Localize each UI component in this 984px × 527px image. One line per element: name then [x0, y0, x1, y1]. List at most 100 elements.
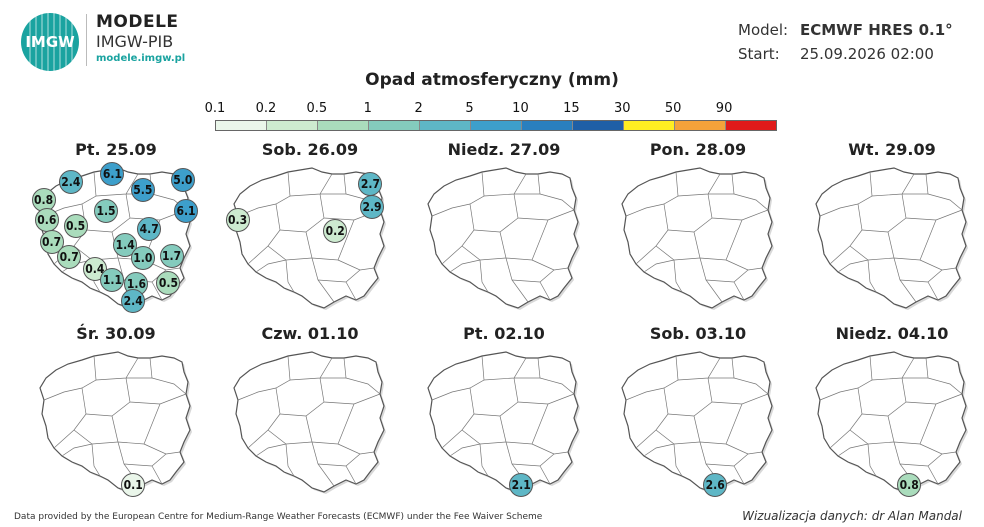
legend-swatch — [317, 121, 368, 130]
voivodeship-border — [151, 281, 163, 301]
country-border — [815, 167, 967, 309]
voivodeship-border — [539, 465, 551, 485]
legend-swatch — [623, 121, 674, 130]
country-border — [427, 167, 579, 309]
voivodeship-border — [449, 443, 481, 457]
forecast-day-panel: Pt. 25.09 0.8 2.4 6.1 5.0 5.5 6.1 1.5 0.6 0.5 4.7 0… — [20, 140, 212, 328]
forecast-day-title: Niedz. 04.10 — [835, 324, 949, 343]
poland-map — [427, 167, 580, 310]
voivodeship-border — [151, 465, 163, 485]
forecast-day-panel: Niedz. 04.10 0.8 — [796, 324, 984, 512]
precipitation-value: 0.6 — [34, 208, 59, 233]
visualization-credit: Wizualizacja danych: dr Alan Mandal — [742, 509, 962, 523]
forecast-day-panel: Czw. 01.10 — [214, 324, 406, 512]
voivodeship-border — [733, 377, 769, 395]
poland-map — [815, 351, 968, 494]
voivodeship-border — [255, 259, 287, 273]
precipitation-value: 0.5 — [156, 270, 181, 295]
voivodeship-border — [247, 387, 281, 449]
forecast-day-title: Czw. 01.10 — [261, 324, 359, 343]
country-border — [621, 167, 773, 309]
country-border — [427, 351, 579, 493]
voivodeship-border — [733, 281, 745, 301]
voivodeship-border — [441, 387, 475, 449]
voivodeship-border — [255, 443, 287, 457]
legend-tick-label: 10 — [512, 101, 529, 116]
brand-divider — [86, 14, 87, 66]
voivodeship-border — [319, 377, 381, 405]
voivodeship-border — [125, 377, 187, 405]
legend-tick-label: 1 — [363, 101, 372, 116]
brand-url[interactable]: modele.imgw.pl — [96, 53, 186, 64]
forecast-day-panel: Sob. 26.09 2.7 2.9 0.3 0.2 — [214, 140, 406, 328]
voivodeship-border — [829, 387, 863, 449]
voivodeship-border — [499, 403, 549, 445]
model-value: ECMWF HRES 0.1° — [800, 21, 953, 39]
start-value: 25.09.2026 02:00 — [800, 45, 934, 63]
legend-swatch — [572, 121, 623, 130]
legend-tick-label: 0.1 — [204, 101, 226, 116]
precipitation-value: 5.0 — [170, 167, 195, 192]
forecast-day-title: Pt. 02.10 — [463, 324, 545, 343]
legend-tick-label: 0.2 — [255, 101, 277, 116]
precipitation-value: 4.7 — [137, 216, 162, 241]
voivodeship-border — [927, 465, 939, 485]
precipitation-value: 6.1 — [100, 162, 125, 187]
legend-tick-label: 5 — [465, 101, 474, 116]
legend-swatch — [521, 121, 572, 130]
forecast-day-panel: Sob. 03.10 2.6 — [602, 324, 794, 512]
voivodeship-border — [673, 443, 683, 477]
precipitation-value: 1.4 — [113, 232, 138, 257]
legend-swatch — [419, 121, 470, 130]
forecast-day-title: Śr. 30.09 — [76, 324, 156, 343]
poland-map — [815, 167, 968, 310]
legend-swatch — [216, 121, 266, 130]
voivodeship-border — [305, 403, 355, 445]
voivodeship-border — [837, 443, 869, 457]
poland-map — [427, 351, 580, 494]
voivodeship-border — [91, 443, 101, 477]
voivodeship-border — [887, 219, 937, 261]
model-label: Model: — [738, 21, 789, 39]
voivodeship-border — [247, 203, 281, 265]
forecast-day-panel: Wt. 29.09 — [796, 140, 984, 328]
voivodeship-border — [837, 259, 869, 273]
legend-tick-label: 50 — [664, 101, 682, 116]
legend-tick-label: 2 — [414, 101, 423, 116]
country-border — [233, 167, 385, 309]
forecast-day-panel: Pon. 28.09 — [602, 140, 794, 328]
voivodeship-border — [151, 377, 187, 395]
country-border — [621, 351, 773, 493]
voivodeship-border — [539, 193, 575, 211]
voivodeship-border — [733, 193, 769, 211]
logo-lettering: IMGW — [25, 33, 75, 51]
forecast-day-title: Pon. 28.09 — [649, 140, 747, 159]
poland-map — [621, 167, 774, 310]
precipitation-value: 1.7 — [159, 243, 184, 268]
voivodeship-border — [643, 259, 675, 273]
legend-tick-label: 30 — [613, 101, 631, 116]
voivodeship-border — [867, 443, 877, 477]
voivodeship-border — [927, 281, 939, 301]
brand-block: MODELE IMGW-PIB modele.imgw.pl — [96, 14, 185, 64]
brand-subtitle: IMGW-PIB — [96, 32, 174, 51]
poland-map — [39, 351, 192, 494]
voivodeship-border — [643, 443, 675, 457]
precipitation-value: 5.5 — [130, 178, 155, 203]
voivodeship-border — [285, 443, 295, 477]
voivodeship-border — [829, 203, 863, 265]
voivodeship-border — [345, 281, 357, 301]
voivodeship-border — [927, 377, 963, 395]
voivodeship-border — [693, 403, 743, 445]
voivodeship-border — [53, 387, 87, 449]
forecast-day-panel: Niedz. 27.09 — [408, 140, 600, 328]
legend-swatch — [674, 121, 725, 130]
precipitation-value: 0.1 — [121, 472, 146, 497]
data-source-note: Data provided by the European Centre for… — [14, 512, 543, 522]
model-info: Model: ECMWF HRES 0.1° Start: 25.09.2026 0… — [738, 18, 953, 66]
forecast-day-title: Wt. 29.09 — [848, 140, 936, 159]
voivodeship-border — [449, 259, 481, 273]
voivodeship-border — [305, 219, 355, 261]
legend-tick-label: 90 — [715, 101, 733, 116]
voivodeship-border — [479, 443, 489, 477]
